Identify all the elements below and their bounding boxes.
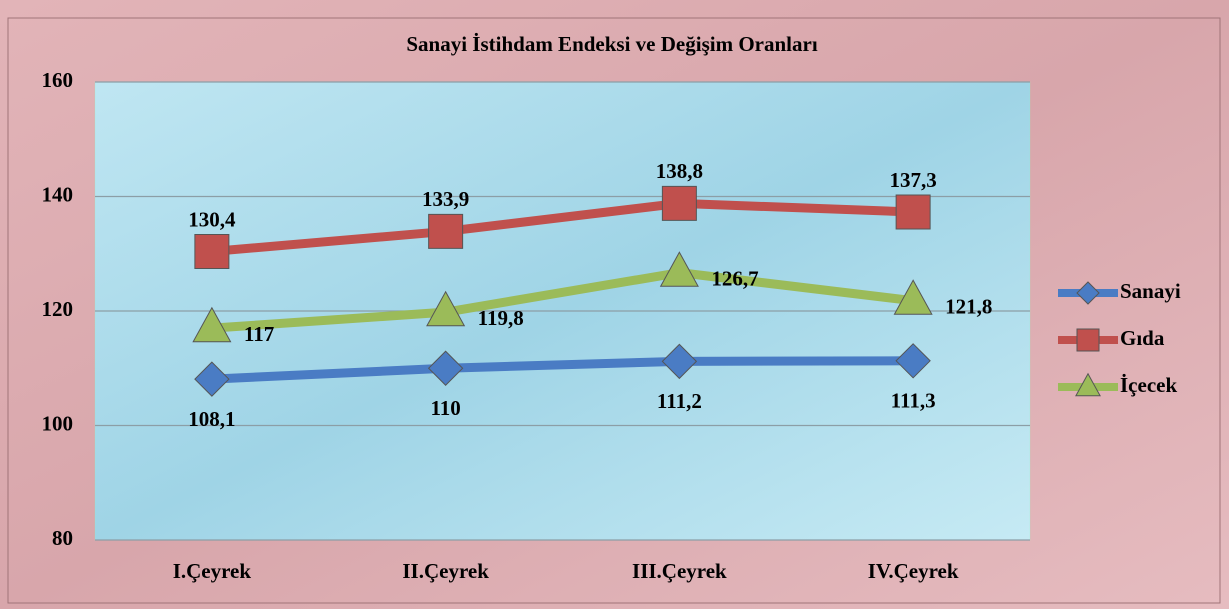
marker	[661, 343, 698, 380]
y-tick-label: 80	[52, 526, 73, 550]
x-tick-label: IV.Çeyrek	[868, 559, 959, 583]
y-tick-label: 140	[42, 182, 74, 206]
data-label: 111,3	[891, 389, 936, 413]
data-label: 108,1	[188, 407, 235, 431]
marker	[895, 343, 931, 379]
y-tick-label: 160	[42, 68, 74, 92]
marker	[192, 306, 232, 343]
y-tick-label: 100	[42, 411, 74, 435]
data-label: 130,4	[188, 207, 236, 231]
legend-marker	[1076, 281, 1100, 305]
data-label: 119,8	[478, 306, 524, 330]
marker	[427, 350, 464, 386]
data-label: 111,2	[657, 389, 702, 413]
marker	[426, 290, 466, 327]
data-label: 110	[430, 396, 460, 420]
legend-label: Gıda	[1120, 326, 1165, 350]
x-tick-label: I.Çeyrek	[173, 559, 252, 583]
data-label: 117	[244, 322, 274, 346]
line	[211, 268, 914, 333]
chart-title: Sanayi İstihdam Endeksi ve Değişim Oranl…	[406, 32, 817, 56]
legend-label: İçecek	[1120, 373, 1177, 397]
marker	[194, 361, 230, 397]
data-label: 138,8	[656, 159, 703, 183]
line	[211, 356, 914, 384]
legend-marker	[1076, 328, 1100, 352]
legend-label: Sanayi	[1120, 279, 1181, 303]
x-tick-label: II.Çeyrek	[402, 559, 489, 583]
data-label: 137,3	[890, 168, 937, 192]
marker	[428, 213, 464, 249]
marker	[659, 251, 699, 287]
x-tick-label: III.Çeyrek	[632, 559, 727, 583]
data-label: 126,7	[711, 266, 758, 290]
data-label: 133,9	[422, 187, 469, 211]
data-label: 121,8	[945, 295, 992, 319]
marker	[194, 233, 230, 269]
marker	[661, 185, 697, 221]
marker	[895, 194, 931, 230]
legend-marker	[1075, 372, 1101, 397]
marker	[893, 279, 933, 315]
y-tick-label: 120	[42, 297, 74, 321]
chart-border	[7, 17, 1221, 604]
line	[211, 198, 914, 256]
